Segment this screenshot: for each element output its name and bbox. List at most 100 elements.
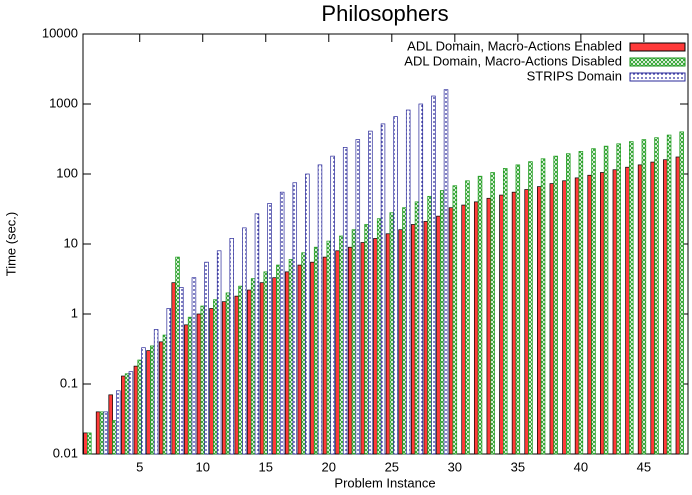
bar — [175, 256, 180, 455]
bar — [339, 235, 344, 455]
bar — [259, 282, 265, 455]
bar — [317, 164, 323, 455]
x-tick-label: 25 — [385, 459, 399, 474]
bar — [305, 173, 310, 455]
bar — [448, 207, 454, 455]
bar — [637, 164, 643, 455]
bar — [376, 218, 382, 455]
bar — [410, 224, 416, 455]
bar — [418, 103, 424, 455]
bar — [461, 204, 466, 455]
y-tick-label: 1 — [71, 305, 78, 320]
bar — [171, 282, 176, 455]
bar — [297, 264, 303, 455]
bar — [389, 212, 395, 455]
y-tick-label: 100 — [56, 165, 78, 180]
bar — [141, 347, 146, 455]
bar — [310, 261, 315, 455]
bar — [499, 194, 504, 455]
bar — [99, 411, 105, 455]
bar — [225, 292, 231, 455]
bar — [528, 161, 533, 455]
bar — [524, 189, 529, 455]
bar — [204, 261, 209, 455]
bar — [679, 131, 684, 455]
bar — [511, 191, 517, 455]
bar — [515, 164, 521, 455]
bar — [675, 156, 681, 455]
bar — [603, 145, 609, 455]
bar — [108, 394, 113, 455]
legend-swatch — [629, 42, 686, 52]
bar — [355, 139, 361, 455]
bar — [112, 420, 117, 455]
bar — [486, 197, 492, 455]
bar — [95, 411, 101, 455]
bar — [600, 172, 605, 455]
bar — [612, 169, 618, 455]
bar — [187, 316, 193, 455]
bar — [254, 213, 260, 455]
bar — [405, 109, 411, 455]
bar — [121, 375, 126, 455]
legend-label: ADL Domain, Macro-Actions Enabled — [407, 38, 622, 53]
y-tick-label: 10 — [64, 235, 78, 250]
bar — [116, 390, 121, 455]
bar — [229, 238, 234, 455]
bar — [342, 147, 348, 455]
bar — [666, 134, 672, 455]
legend-label: ADL Domain, Macro-Actions Disabled — [404, 53, 622, 68]
y-axis-label: Time (sec.) — [3, 212, 18, 277]
bar — [146, 350, 151, 455]
bar — [335, 250, 340, 455]
bar — [373, 238, 378, 455]
bar — [153, 329, 159, 455]
bar — [191, 277, 197, 455]
bar — [663, 159, 668, 455]
y-tick-label: 0.01 — [53, 445, 78, 460]
bar — [247, 289, 252, 455]
bar — [234, 295, 240, 455]
bar — [150, 345, 155, 455]
bar — [574, 177, 580, 455]
bar — [351, 229, 357, 455]
bar — [540, 158, 546, 455]
bar — [301, 252, 306, 455]
bar — [385, 233, 391, 455]
y-tick-label: 0.1 — [60, 375, 78, 390]
bar — [276, 264, 281, 455]
bar — [288, 259, 294, 455]
bar — [398, 229, 403, 455]
bar — [162, 334, 168, 455]
y-tick-label: 1000 — [49, 95, 78, 110]
bar — [549, 183, 555, 455]
x-tick-label: 30 — [448, 459, 462, 474]
bar — [360, 242, 366, 455]
bar — [272, 277, 277, 455]
y-tick-label: 10000 — [42, 25, 78, 40]
bar — [641, 139, 647, 455]
bar — [313, 246, 319, 455]
chart-title: Philosophers — [321, 1, 448, 26]
x-tick-label: 15 — [259, 459, 273, 474]
bar — [200, 305, 205, 455]
bar — [87, 432, 92, 455]
bar — [465, 180, 470, 455]
bar — [83, 432, 88, 455]
bar — [103, 411, 108, 455]
bar — [616, 143, 621, 455]
bar — [133, 365, 139, 455]
bar — [284, 271, 290, 455]
x-tick-label: 45 — [637, 459, 651, 474]
x-tick-label: 40 — [574, 459, 588, 474]
bar — [128, 371, 134, 455]
bar — [166, 308, 171, 455]
x-tick-label: 10 — [196, 459, 210, 474]
bar — [250, 278, 256, 455]
bar — [423, 221, 429, 455]
bar — [490, 172, 495, 455]
bar — [650, 161, 655, 455]
bar — [267, 203, 272, 455]
bar — [368, 130, 373, 455]
